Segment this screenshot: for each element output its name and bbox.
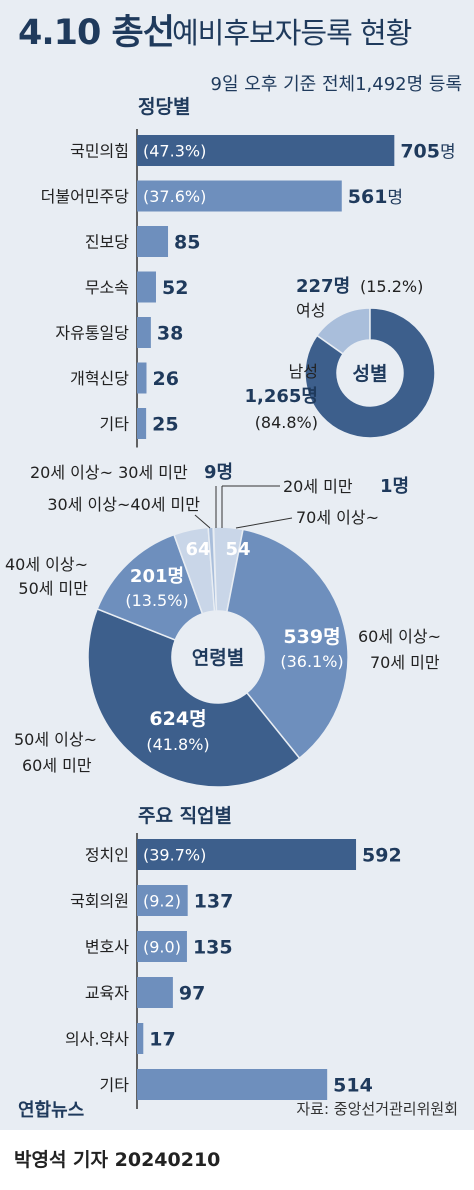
age-50s-label-line2: 60세 미만 (22, 756, 92, 775)
party-title: 정당별 (138, 96, 190, 118)
age-60s-label-line1: 60세 이상~ (358, 627, 441, 646)
subtitle: 9일 오후 기준 전체1,492명 등록 (210, 74, 462, 95)
gender-male-value: 1,265명 (245, 386, 319, 407)
party-bar (137, 362, 147, 394)
age-50s-value: 624명 (149, 708, 206, 730)
party-category-label: 더불어민주당 (41, 187, 130, 206)
job-bar (137, 931, 187, 962)
age-40s-percent: (13.5%) (125, 591, 188, 610)
gender-female-value: 227명 (296, 276, 350, 297)
age-30s-leader (194, 514, 211, 529)
age-40s-label-line1: 40세 이상~ (5, 555, 88, 574)
party-category-label: 무소속 (85, 278, 129, 297)
party-category-label: 기타 (100, 415, 130, 434)
party-bar (137, 317, 151, 348)
title-sub: 예비후보자등록 현황 (172, 16, 412, 50)
age-slice (87, 607, 301, 788)
job-value-label: 97 (179, 983, 205, 1005)
party-bar (137, 135, 395, 166)
party-bar (137, 226, 169, 257)
age-60s-percent: (36.1%) (280, 652, 343, 671)
age-40s-value: 201명 (130, 566, 184, 587)
job-category-label: 의사.약사 (65, 1030, 129, 1049)
job-bar (137, 1023, 144, 1054)
age-50s-label-line1: 50세 이상~ (14, 730, 97, 749)
party-value-label: 25 (152, 414, 178, 436)
age-50s-percent: (41.8%) (146, 735, 209, 754)
job-category-label: 국회의원 (70, 892, 129, 911)
age-slice (225, 528, 349, 760)
job-category-label: 변호사 (85, 938, 129, 957)
age-60s-value: 539명 (283, 626, 340, 648)
age-slice (96, 533, 204, 641)
party-inner-label: (47.3%) (143, 142, 206, 161)
source-note: 자료: 중앙선거관리위원회 (296, 1100, 458, 1118)
age-30s-value: 64 (185, 539, 210, 560)
job-value-label: 17 (149, 1029, 175, 1051)
party-bar (137, 180, 342, 212)
job-value-label: 135 (193, 937, 233, 959)
job-inner-label: (9.0) (143, 938, 181, 957)
job-value-label: 592 (362, 845, 402, 867)
age-under20-label: 20세 미만 (283, 477, 353, 496)
party-bar (137, 408, 147, 439)
job-bar (137, 977, 173, 1008)
yonhap-logo: 연합뉴스 (18, 1100, 85, 1121)
party-category-label: 국민의힘 (70, 142, 129, 161)
footer-bar (0, 1130, 474, 1190)
age-20s-label: 20세 이상~ 30세 미만 (30, 463, 188, 482)
party-inner-label: (37.6%) (143, 187, 206, 206)
age-70plus-value: 54 (225, 539, 250, 560)
job-bar (137, 1069, 328, 1100)
party-value-label: 705명 (400, 141, 455, 163)
age-20s-value: 9명 (204, 462, 233, 483)
gender-male-label: 남성 (289, 362, 318, 381)
credit-line: 박영석 기자 20240210 (14, 1149, 221, 1171)
party-category-label: 진보당 (85, 233, 129, 252)
party-value-label: 52 (162, 277, 188, 299)
age-70plus-leader (235, 517, 293, 529)
gender-male-percent: (84.8%) (255, 413, 318, 432)
party-value-label: 561명 (348, 186, 403, 208)
gender-slice (304, 307, 436, 439)
gender-female-label: 여성 (296, 301, 325, 320)
party-value-label: 26 (152, 368, 178, 390)
party-value-label: 38 (157, 323, 183, 345)
party-bar (137, 271, 156, 303)
job-inner-label: (9.2) (143, 892, 181, 911)
job-value-label: 514 (333, 1075, 373, 1097)
age-center-title: 연령별 (192, 647, 244, 669)
job-bar (137, 839, 357, 870)
job-category-label: 기타 (100, 1076, 130, 1095)
job-category-label: 정치인 (85, 846, 129, 865)
gender-female-percent: (15.2%) (360, 277, 423, 296)
party-value-label: 85 (174, 232, 200, 254)
title-main: 4.10 총선 (18, 13, 175, 53)
job-bar (137, 885, 188, 916)
party-category-label: 자유통일당 (55, 324, 129, 343)
job-title: 주요 직업별 (138, 805, 232, 827)
job-value-label: 137 (194, 891, 234, 913)
age-under20-value: 1명 (380, 476, 409, 497)
age-70plus-label: 70세 이상~ (296, 508, 379, 527)
gender-center-title: 성별 (353, 363, 388, 385)
age-30s-label: 30세 이상~40세 미만 (47, 495, 200, 514)
age-60s-label-line2: 70세 미만 (370, 653, 440, 672)
age-40s-label-line2: 50세 미만 (18, 579, 88, 598)
job-category-label: 교육자 (85, 984, 129, 1003)
job-inner-label: (39.7%) (143, 846, 206, 865)
party-category-label: 개혁신당 (70, 369, 129, 388)
